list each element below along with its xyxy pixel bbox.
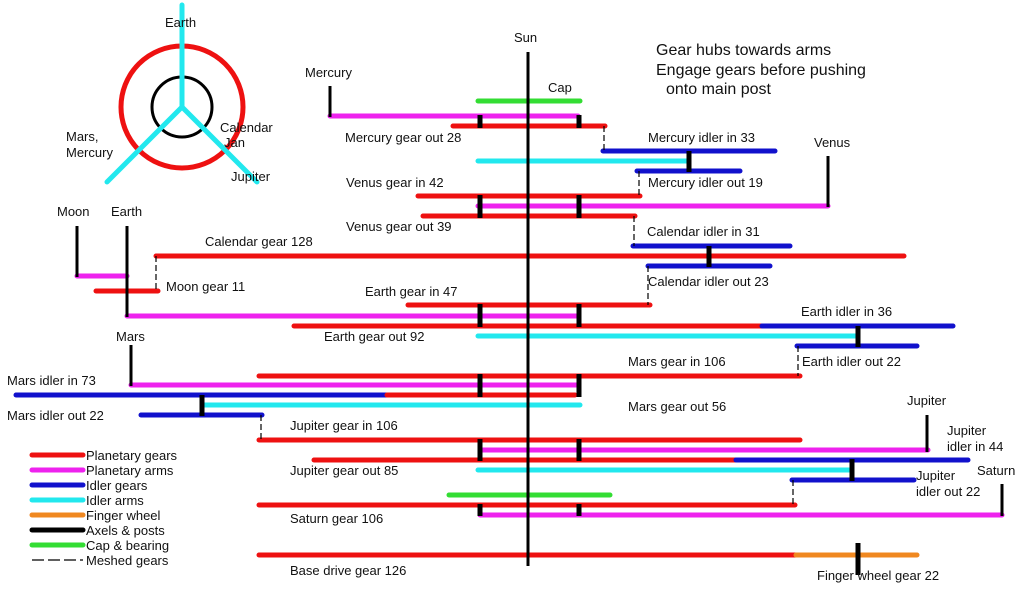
legend-label: Idler gears [86, 478, 148, 493]
legend-label: Cap & bearing [86, 538, 169, 553]
legend: Planetary gears Planetary arms Idler gea… [29, 448, 178, 568]
gear-label: Saturn gear 106 [290, 511, 383, 526]
jupiter-label: Jupiter [907, 393, 947, 408]
moon-label: Moon [57, 204, 90, 219]
legend-label: Axels & posts [86, 523, 165, 538]
gear-label: Finger wheel gear 22 [817, 568, 939, 583]
top-jupiter-label: Jupiter [231, 169, 271, 184]
gear-label: Jupiter gear in 106 [290, 418, 398, 433]
top-mars-label: Mars, [66, 129, 99, 144]
gear-label: Jupiter [916, 468, 956, 483]
legend-label: Planetary gears [86, 448, 178, 463]
meshed-gear-links [155, 126, 799, 505]
top-jan-label: Jan [224, 135, 245, 150]
gear-label: Earth gear out 92 [324, 329, 424, 344]
gear-label: Mars gear in 106 [628, 354, 726, 369]
sun-label: Sun [514, 30, 537, 45]
cap-label: Cap [548, 80, 572, 95]
gear-label: Mercury gear out 28 [345, 130, 461, 145]
legend-label: Idler arms [86, 493, 144, 508]
gear-label: Mars gear out 56 [628, 399, 726, 414]
gear-label: Calendar idler out 23 [648, 274, 769, 289]
gear-label: Calendar gear 128 [205, 234, 313, 249]
venus-label: Venus [814, 135, 851, 150]
gear-label: Earth idler out 22 [802, 354, 901, 369]
legend-label: Meshed gears [86, 553, 169, 568]
legend-label: Finger wheel [86, 508, 161, 523]
mars-label: Mars [116, 329, 145, 344]
gear-label: Calendar idler in 31 [647, 224, 760, 239]
gear-label: Jupiter gear out 85 [290, 463, 398, 478]
top-earth-label: Earth [165, 15, 196, 30]
gear-labels: Mercury gear out 28 Mercury idler in 33 … [7, 130, 1003, 583]
gear-label: Moon gear 11 [166, 279, 245, 294]
gear-label: Jupiter [947, 423, 987, 438]
top-calendar-label: Calendar [220, 120, 273, 135]
saturn-label: Saturn [977, 463, 1015, 478]
gear-label: Mars idler in 73 [7, 373, 96, 388]
legend-label: Planetary arms [86, 463, 174, 478]
earth-label: Earth [111, 204, 142, 219]
gear-label: Mars idler out 22 [7, 408, 104, 423]
gear-label: Venus gear out 39 [346, 219, 452, 234]
top-mercury-label: Mercury [66, 145, 113, 160]
gear-label: idler in 44 [947, 439, 1003, 454]
gear-label: Earth gear in 47 [365, 284, 458, 299]
mars-mercury-arm [104, 104, 185, 185]
note-line-2: Engage gears before pushing [656, 62, 866, 79]
note-line-3: onto main post [666, 81, 772, 98]
gear-label: Mercury idler out 19 [648, 175, 763, 190]
gear-label: Venus gear in 42 [346, 175, 444, 190]
top-view: Earth Mars, Mercury Calendar Jan Jupiter [66, 2, 273, 185]
gear-label: idler out 22 [916, 484, 980, 499]
note-line-1: Gear hubs towards arms [656, 42, 831, 59]
jupiter-arm [179, 104, 260, 185]
gear-label: Mercury idler in 33 [648, 130, 755, 145]
axles [199, 115, 861, 575]
gear-stack [13, 52, 1005, 575]
gear-label: Earth idler in 36 [801, 304, 892, 319]
gear-label: Base drive gear 126 [290, 563, 406, 578]
mercury-label: Mercury [305, 65, 352, 80]
